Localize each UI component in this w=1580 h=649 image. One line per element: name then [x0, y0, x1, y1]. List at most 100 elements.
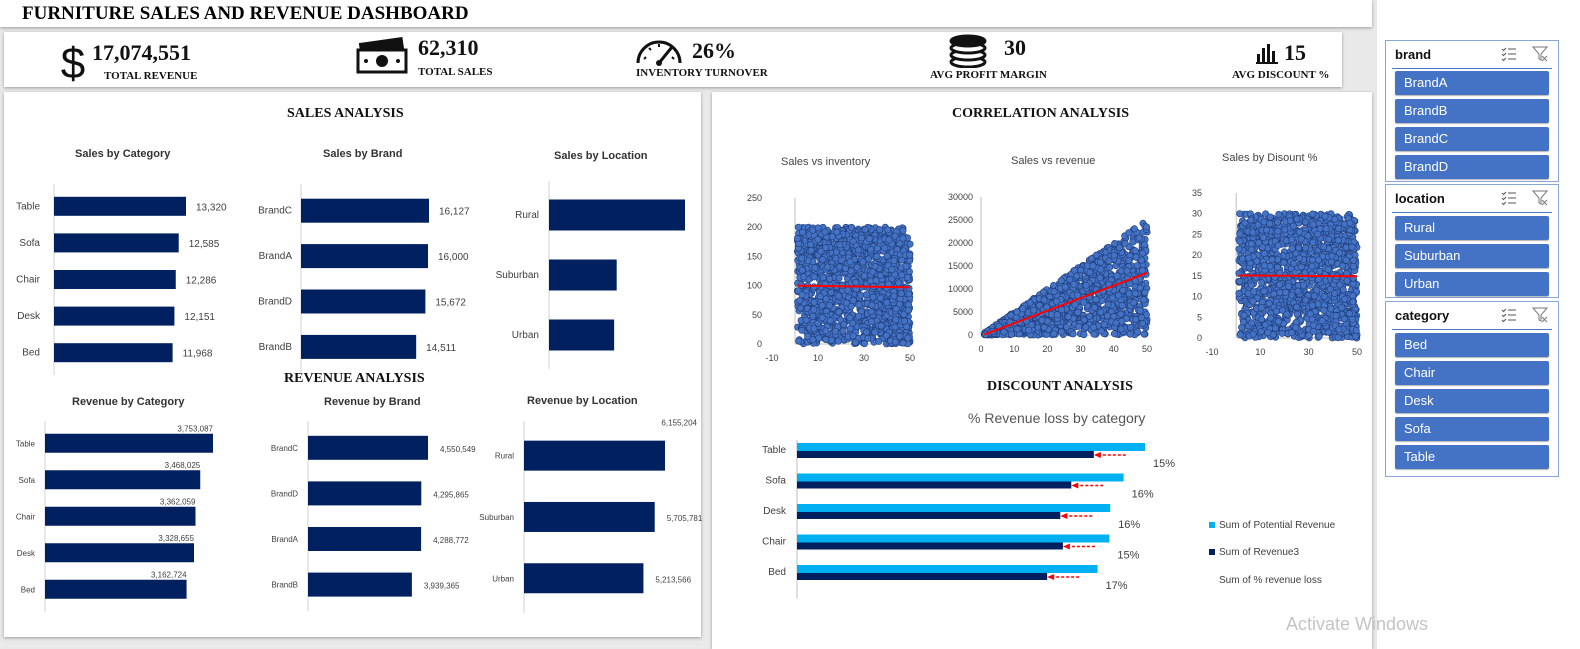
- data-label: 5,705,781: [667, 514, 703, 523]
- scatter-point: [1057, 328, 1065, 336]
- scatter-point: [1316, 267, 1324, 275]
- scatter-point: [1327, 258, 1335, 266]
- scatter-point: [1334, 334, 1342, 342]
- scatter-point: [1342, 243, 1350, 251]
- scatter-point: [1050, 288, 1058, 296]
- scatter-point: [1310, 327, 1318, 335]
- slicer-item-desk[interactable]: Desk: [1395, 389, 1549, 413]
- clear-filter-icon[interactable]: [1532, 307, 1548, 323]
- scatter-point: [1000, 328, 1008, 336]
- scatter-point: [1295, 244, 1303, 252]
- scatter-point: [877, 322, 885, 330]
- scatter-point: [835, 274, 843, 282]
- scatter-point: [1235, 289, 1243, 297]
- scatter-point: [851, 339, 859, 347]
- scatter-point: [902, 262, 910, 270]
- slicer-item-chair[interactable]: Chair: [1395, 361, 1549, 385]
- scatter-point: [1130, 225, 1138, 233]
- scatter-point: [1097, 327, 1105, 335]
- chart-title: Sales by Category: [75, 148, 171, 160]
- scatter-point: [1048, 310, 1056, 318]
- scatter-point: [1050, 330, 1058, 338]
- sales-vs-revenue-chart: 0 5000 10000 15000 20000 25000 30000 0 10 20 30 40 5…: [948, 192, 1152, 354]
- scatter-point: [860, 340, 868, 348]
- scatter-point: [1258, 279, 1266, 287]
- kpi-label: AVG PROFIT MARGIN: [930, 69, 1047, 81]
- slicer-item-table[interactable]: Table: [1395, 445, 1549, 469]
- bar: [45, 506, 196, 526]
- scatter-point: [1090, 323, 1098, 331]
- scatter-point: [811, 264, 819, 272]
- scatter-point: [810, 306, 818, 314]
- chart-title: Sales vs inventory: [781, 156, 871, 168]
- scatter-point: [834, 337, 842, 345]
- x-tick-label: 10: [1255, 347, 1265, 357]
- scatter-point: [797, 304, 805, 312]
- multi-select-icon[interactable]: [1501, 46, 1517, 62]
- slicer-item-rural[interactable]: Rural: [1395, 216, 1549, 240]
- y-tick-label: 30: [1192, 209, 1202, 219]
- data-label: 3,468,025: [165, 461, 201, 470]
- data-label: 14,511: [426, 343, 456, 354]
- scatter-point: [1117, 310, 1125, 318]
- y-tick-label: 30000: [948, 192, 973, 202]
- scatter-point: [807, 246, 815, 254]
- bar: [549, 199, 685, 231]
- slicer-item-suburban[interactable]: Suburban: [1395, 244, 1549, 268]
- scatter-point: [802, 316, 810, 324]
- scatter-point: [1257, 328, 1265, 336]
- scatter-point: [1275, 318, 1283, 326]
- scatter-point: [1131, 247, 1139, 255]
- scatter-point: [1335, 225, 1343, 233]
- bar: [45, 543, 195, 563]
- slicer-item-bed[interactable]: Bed: [1395, 333, 1549, 357]
- gauge-icon: [636, 40, 682, 66]
- scatter-point: [1302, 218, 1310, 226]
- divider: [1392, 68, 1552, 69]
- scatter-point: [883, 252, 891, 260]
- slicer-item-branda[interactable]: BrandA: [1395, 71, 1549, 95]
- scatter-point: [827, 289, 835, 297]
- scatter-point: [816, 293, 824, 301]
- scatter-point: [1082, 323, 1090, 331]
- kpi-label: INVENTORY TURNOVER: [636, 67, 768, 79]
- scatter-point: [1110, 251, 1118, 259]
- legend-swatch: [1209, 522, 1215, 528]
- loss-arrowhead: [1093, 452, 1101, 458]
- scatter-point: [1236, 278, 1244, 286]
- multi-select-icon[interactable]: [1501, 190, 1517, 206]
- scatter-point: [871, 328, 879, 336]
- scatter-point: [799, 228, 807, 236]
- slicer-item-sofa[interactable]: Sofa: [1395, 417, 1549, 441]
- scatter-point: [857, 291, 865, 299]
- scatter-point: [822, 244, 830, 252]
- slicer-item-brandb[interactable]: BrandB: [1395, 99, 1549, 123]
- scatter-point: [867, 245, 875, 253]
- scatter-point: [883, 331, 891, 339]
- scatter-point: [1132, 253, 1140, 261]
- slicer-item-urban[interactable]: Urban: [1395, 272, 1549, 296]
- scatter-point: [1278, 329, 1286, 337]
- scatter-point: [855, 312, 863, 320]
- clear-filter-icon[interactable]: [1532, 46, 1548, 62]
- scatter-point: [890, 292, 898, 300]
- y-tick-label: 15000: [948, 261, 973, 271]
- scatter-point: [849, 332, 857, 340]
- scatter-point: [1131, 289, 1139, 297]
- slicer-item-brandd[interactable]: BrandD: [1395, 155, 1549, 179]
- y-tick-label: 10000: [948, 284, 973, 294]
- multi-select-icon[interactable]: [1501, 307, 1517, 323]
- category-label: BrandB: [271, 581, 298, 590]
- scatter-point: [892, 305, 900, 313]
- scatter-point: [1260, 287, 1268, 295]
- category-label: BrandD: [271, 489, 298, 498]
- clear-filter-icon[interactable]: [1532, 190, 1548, 206]
- data-label: 11,968: [183, 349, 213, 360]
- category-label: Suburban: [496, 270, 539, 281]
- scatter-point: [1315, 276, 1323, 284]
- data-label: 12,151: [184, 312, 215, 323]
- category-label: BrandA: [271, 535, 298, 544]
- scatter-point: [898, 271, 906, 279]
- slicer-item-brandc[interactable]: BrandC: [1395, 127, 1549, 151]
- scatter-point: [1341, 295, 1349, 303]
